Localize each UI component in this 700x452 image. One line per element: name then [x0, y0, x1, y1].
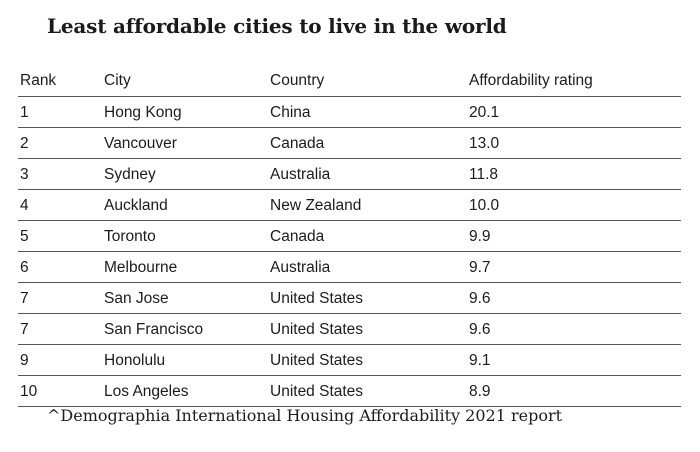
- cell-city: Toronto: [104, 228, 156, 245]
- cell-rank: 9: [20, 352, 29, 369]
- table-row: 5 Toronto Canada 9.9: [18, 221, 681, 252]
- cell-rank: 10: [20, 383, 38, 400]
- cell-rank: 3: [20, 166, 29, 183]
- cell-affordability-rating: 9.7: [469, 259, 491, 276]
- cell-city: Hong Kong: [104, 104, 182, 121]
- table-row: 6 Melbourne Australia 9.7: [18, 252, 681, 283]
- cell-affordability-rating: 10.0: [469, 197, 500, 214]
- cell-city: San Jose: [104, 290, 169, 307]
- table-row: 7 San Jose United States 9.6: [18, 283, 681, 314]
- column-header-rank: Rank: [20, 72, 57, 89]
- table-row: 3 Sydney Australia 11.8: [18, 159, 681, 190]
- cell-affordability-rating: 13.0: [469, 135, 500, 152]
- cell-affordability-rating: 9.9: [469, 228, 491, 245]
- cell-rank: 5: [20, 228, 29, 245]
- cell-country: United States: [270, 290, 364, 307]
- cell-rank: 7: [20, 321, 29, 338]
- cell-country: United States: [270, 383, 364, 400]
- table-body: 1 Hong Kong China 20.1 2 Vancouver Canada 13.0 3…: [18, 97, 681, 407]
- cell-rank: 2: [20, 135, 29, 152]
- column-header-country: Country: [270, 72, 325, 89]
- column-header-affordability-rating: Affordability rating: [469, 72, 593, 89]
- table-row: 1 Hong Kong China 20.1: [18, 97, 681, 128]
- cell-country: United States: [270, 321, 364, 338]
- cell-country: New Zealand: [270, 197, 362, 214]
- cell-city: Auckland: [104, 197, 168, 214]
- cell-city: Sydney: [104, 166, 156, 183]
- table-row: 2 Vancouver Canada 13.0: [18, 128, 681, 159]
- cell-city: Vancouver: [104, 135, 177, 152]
- cell-rank: 7: [20, 290, 29, 307]
- cell-affordability-rating: 20.1: [469, 104, 500, 121]
- cell-country: China: [270, 104, 311, 121]
- chart-title: Least affordable cities to live in the w…: [47, 14, 507, 38]
- cell-affordability-rating: 9.1: [469, 352, 491, 369]
- cell-affordability-rating: 11.8: [469, 166, 499, 183]
- cell-country: Australia: [270, 166, 331, 183]
- table-row: 7 San Francisco United States 9.6: [18, 314, 681, 345]
- cell-country: Canada: [270, 135, 325, 152]
- cell-city: Los Angeles: [104, 383, 189, 400]
- table-row: 9 Honolulu United States 9.1: [18, 345, 681, 376]
- cell-affordability-rating: 9.6: [469, 321, 491, 338]
- data-table: Rank City Country Affordability rating 1…: [18, 65, 681, 407]
- cell-rank: 6: [20, 259, 29, 276]
- cell-country: Australia: [270, 259, 331, 276]
- source-note: ^Demographia International Housing Affor…: [47, 406, 563, 425]
- cell-city: Honolulu: [104, 352, 166, 369]
- table-row: 4 Auckland New Zealand 10.0: [18, 190, 681, 221]
- cell-city: San Francisco: [104, 321, 204, 338]
- cell-country: Canada: [270, 228, 325, 245]
- table-row: 10 Los Angeles United States 8.9: [18, 376, 681, 407]
- cell-country: United States: [270, 352, 364, 369]
- table-header-row: Rank City Country Affordability rating: [18, 65, 681, 97]
- cell-rank: 1: [20, 104, 29, 121]
- cell-rank: 4: [20, 197, 29, 214]
- column-header-city: City: [104, 72, 131, 89]
- cell-affordability-rating: 9.6: [469, 290, 491, 307]
- cell-city: Melbourne: [104, 259, 178, 276]
- cell-affordability-rating: 8.9: [469, 383, 491, 400]
